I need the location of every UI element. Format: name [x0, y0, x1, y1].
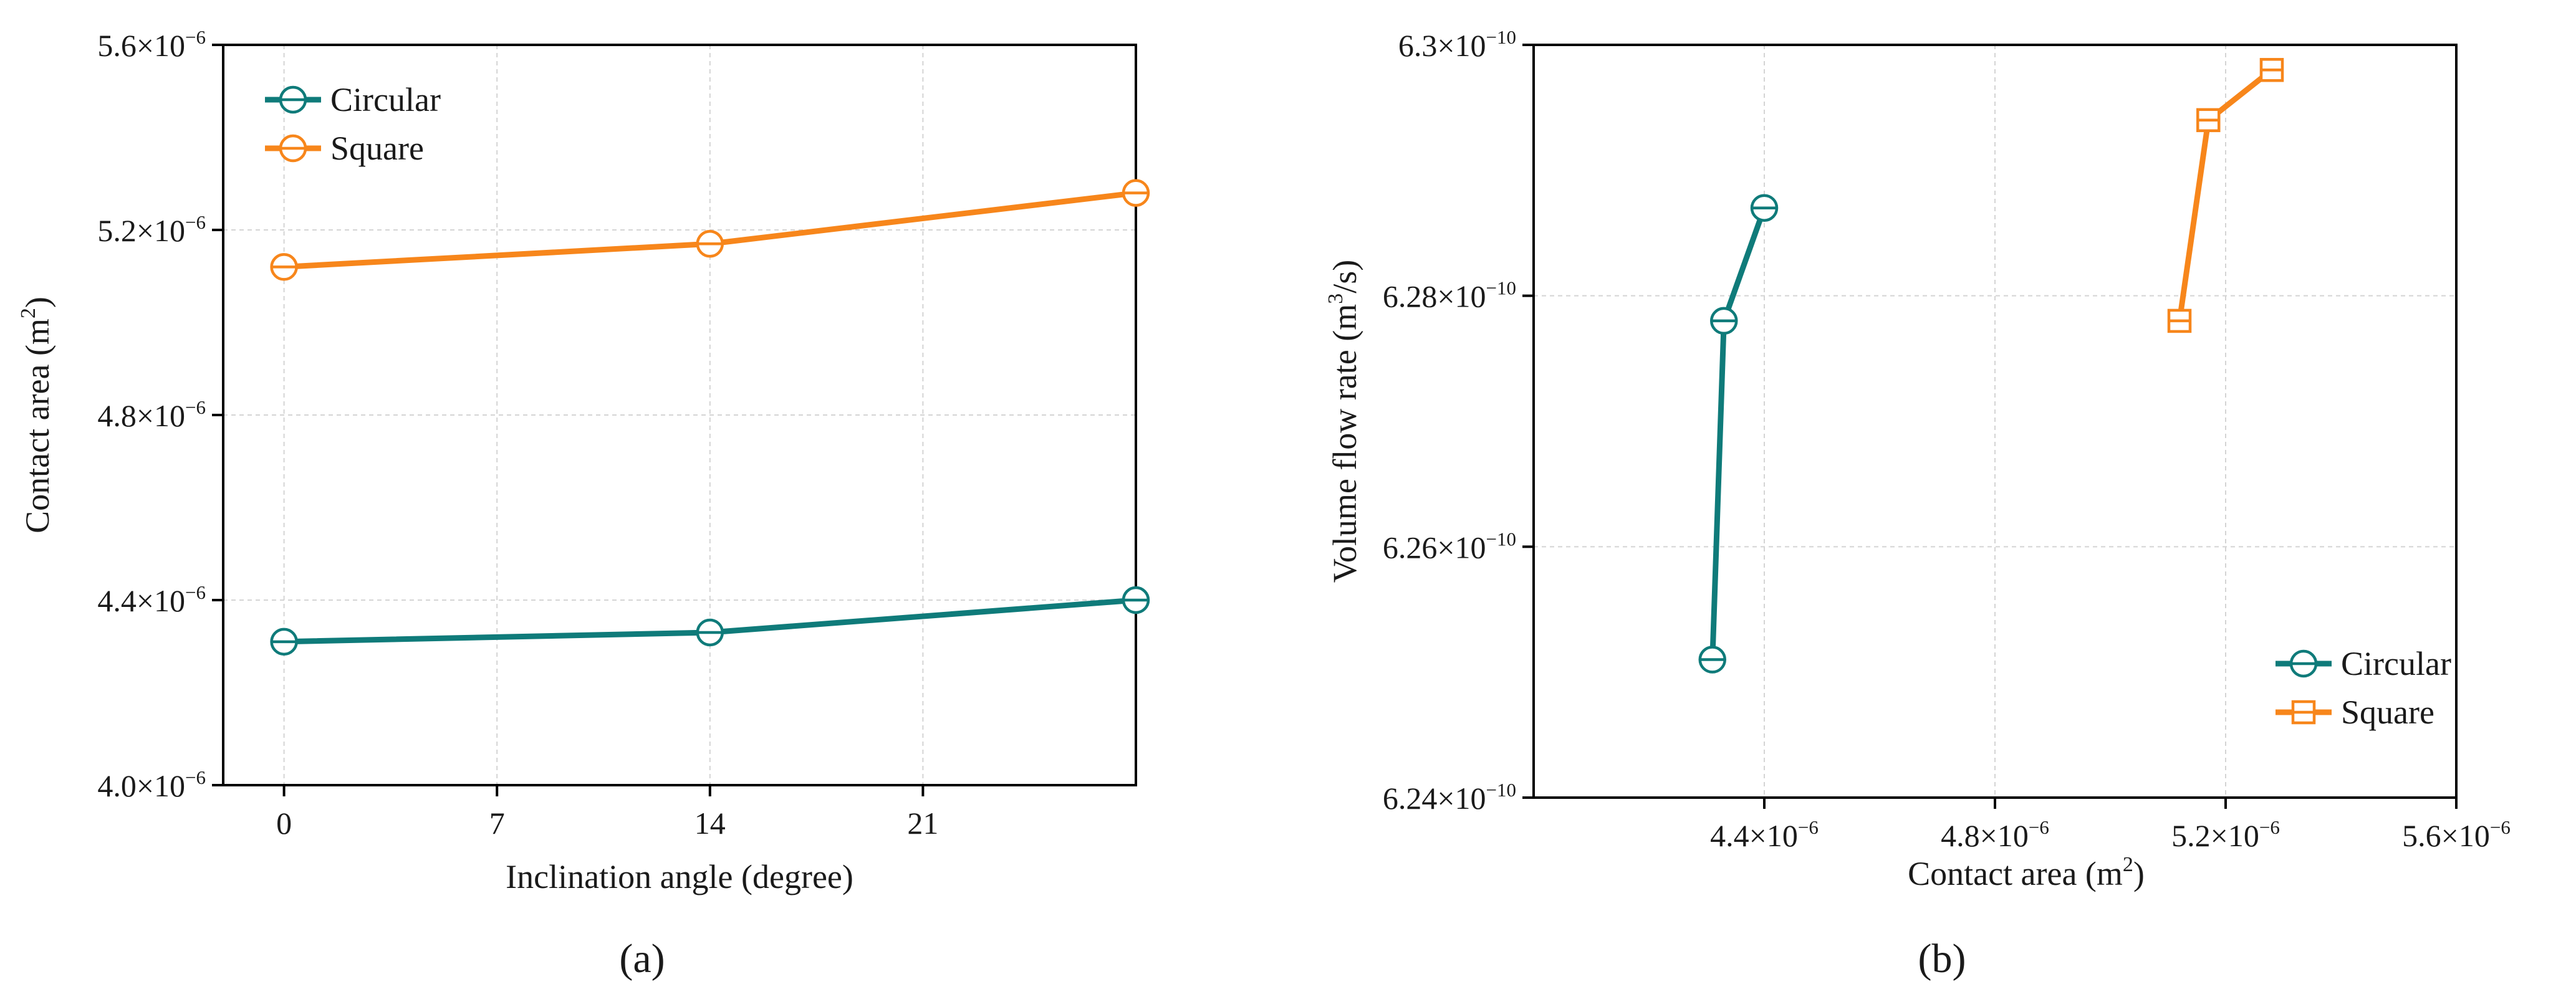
series-circular — [1698, 194, 1779, 674]
x-tick-label: 0 — [276, 806, 292, 841]
y-axis-label: Volume flow rate (m3/s) — [1324, 260, 1363, 583]
series-circular — [270, 586, 1150, 656]
x-tick-label: 21 — [907, 806, 938, 841]
x-axis-label: Contact area (m2) — [1908, 853, 2145, 892]
legend-label: Square — [330, 130, 424, 167]
series-line — [1709, 207, 1767, 660]
y-tick-label: 5.2×10−6 — [97, 211, 206, 248]
x-tick-label: 4.4×10−6 — [1710, 816, 1819, 853]
y-tick-label: 4.8×10−6 — [97, 396, 206, 433]
y-tick-label: 6.3×10−10 — [1398, 26, 1516, 63]
legend-circular: Circular — [265, 81, 441, 118]
y-axis-label: Contact area (m2) — [17, 297, 56, 533]
series-square — [270, 179, 1150, 281]
legend-label: Circular — [330, 81, 441, 118]
chart-panel-b: 4.4×10−6 4.8×10−6 5.2×10−6 5.6×10−6 6.24×10−… — [1324, 26, 2511, 981]
y-tick-label: 6.28×10−10 — [1383, 277, 1516, 314]
series-square — [2167, 58, 2284, 333]
y-tick-label: 5.6×10−6 — [97, 26, 206, 63]
x-axis-label: Inclination angle (degree) — [506, 858, 853, 895]
x-tick-label: 14 — [694, 806, 726, 841]
y-tick-label: 6.26×10−10 — [1383, 528, 1516, 565]
x-tick-label: 4.8×10−6 — [1941, 816, 2049, 853]
x-tick-label: 5.6×10−6 — [2402, 816, 2511, 853]
panel-label: (a) — [619, 936, 665, 981]
y-tick-label: 6.24×10−10 — [1383, 779, 1516, 816]
panel-label: (b) — [1918, 936, 1966, 981]
y-tick-label: 4.4×10−6 — [97, 581, 206, 618]
legend-circular: Circular — [2276, 645, 2451, 682]
legend-square: Square — [2276, 694, 2434, 731]
legend-label: Square — [2341, 694, 2434, 731]
chart-panel-a: 0 7 14 21 4.0×10−6 4.4×10−6 4.8×10−6 5.2×10−6 5.… — [17, 26, 1150, 981]
x-tick-label: 5.2×10−6 — [2171, 816, 2280, 853]
legend-square: Square — [265, 130, 424, 167]
legend-label: Circular — [2341, 645, 2451, 682]
y-tick-label: 4.0×10−6 — [97, 766, 206, 803]
x-tick-label: 7 — [489, 806, 505, 841]
